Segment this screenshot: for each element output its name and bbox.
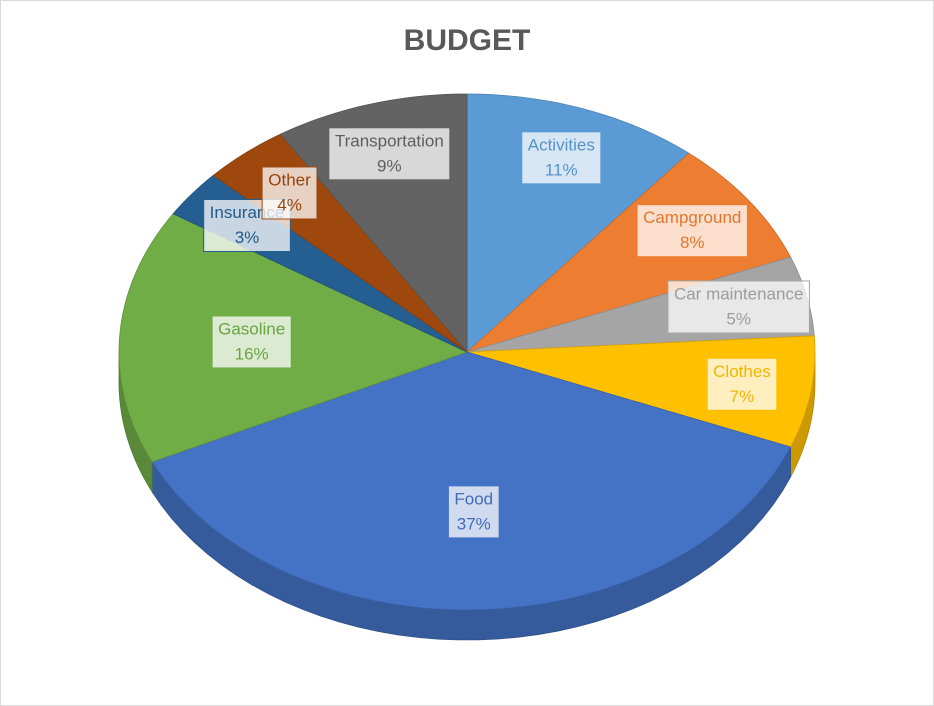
data-label-category: Food (454, 489, 493, 508)
data-label-value: 8% (680, 233, 705, 252)
data-label-category: Campground (643, 208, 741, 227)
data-label-value: 16% (235, 344, 269, 363)
data-label-value: 3% (235, 228, 260, 247)
data-label-box (211, 315, 292, 369)
data-label-value: 11% (545, 160, 578, 179)
data-label-box (447, 485, 500, 539)
data-label-box (706, 357, 778, 411)
data-label-box (636, 204, 748, 258)
slice (118, 213, 469, 463)
data-label: Other 4% (261, 166, 318, 220)
data-label: Campground 8% (636, 204, 748, 258)
data-label-box (261, 166, 318, 220)
data-label: Car maintenance 5% (667, 280, 810, 334)
data-label-category: Other (268, 170, 311, 189)
data-label: Food 37% (447, 485, 500, 539)
data-label-box (667, 280, 810, 334)
data-label-box (328, 127, 451, 181)
slice (151, 351, 792, 611)
slice (466, 152, 792, 353)
data-label: Activities 11% (521, 131, 602, 185)
data-label: Clothes 7% (706, 357, 778, 411)
data-label-value: 37% (457, 514, 491, 533)
data-label: Gasoline 16% (211, 315, 292, 369)
data-label: Transportation 9% (328, 127, 451, 181)
data-label-value: 7% (730, 387, 755, 406)
data-label-category: Activities (528, 135, 595, 154)
data-label-category: Transportation (335, 131, 444, 150)
data-label-box (521, 131, 602, 185)
data-label-value: 4% (277, 195, 302, 214)
data-label-value: 5% (726, 309, 751, 328)
data-label-category: Car maintenance (674, 284, 803, 303)
chart-title: BUDGET (404, 24, 531, 57)
data-label-category: Clothes (713, 362, 771, 381)
data-label-category: Gasoline (218, 319, 285, 338)
data-label-value: 9% (377, 156, 402, 175)
